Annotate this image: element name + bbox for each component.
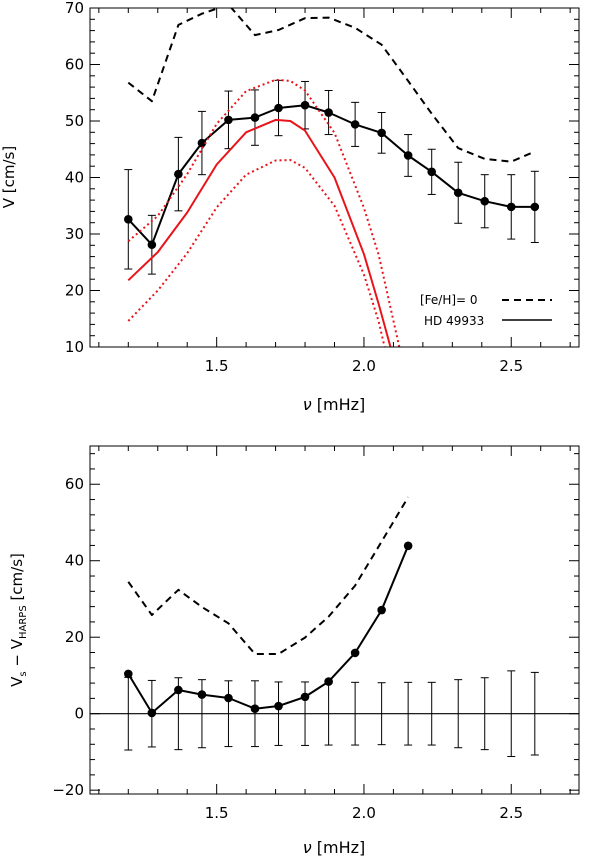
top-series-3-line — [127, 78, 401, 347]
bottom-data-layer — [90, 496, 579, 758]
top-series-0-line — [127, 8, 536, 163]
ylabel-main: V — [8, 676, 26, 687]
top-y-tick-label: 60 — [65, 56, 84, 74]
top-x-tick-label: 2.5 — [499, 357, 523, 375]
top-series-1-point — [250, 113, 260, 122]
top-legend: [Fe/H]= 0 HD 49933 — [420, 293, 552, 328]
top-series-1-point — [224, 115, 233, 125]
top-series-1-point — [324, 108, 333, 117]
top-y-tick-label: 40 — [65, 169, 84, 187]
top-x-tick-label: 2.0 — [352, 357, 376, 375]
top-data-layer — [123, 8, 540, 347]
bottom-x-axis-symbol: ν — [303, 838, 312, 857]
top-series-1-point — [480, 196, 490, 206]
bottom-y-tick-label: 20 — [65, 628, 84, 646]
top-series-1-point — [530, 202, 540, 212]
top-series-4-line — [127, 159, 386, 347]
bottom-y-tick-label: 40 — [65, 552, 84, 570]
bottom-x-axis-unit: [mHz] — [317, 838, 366, 857]
bottom-x-tick-label: 2.0 — [352, 804, 376, 822]
top-series-1-point — [300, 100, 310, 110]
bottom-plot-frame — [89, 445, 580, 795]
top-series-1-point — [506, 202, 516, 212]
ylabel-mid: − V — [8, 638, 26, 671]
top-series-1-line — [127, 104, 535, 246]
top-y-tick-label: 10 — [65, 338, 84, 356]
top-series-1-point — [197, 138, 207, 148]
bottom-x-tick-label: 2.5 — [499, 804, 523, 822]
bottom-x-axis-label: ν [mHz] — [303, 838, 366, 857]
bottom-series-1-point — [350, 648, 360, 658]
top-axes: 1.5 2.0 2.5 10 20 30 40 50 60 70 — [65, 0, 579, 375]
top-series-1-point — [123, 215, 133, 224]
bottom-x-tick-label: 1.5 — [205, 804, 229, 822]
top-x-axis-label: ν [mHz] — [303, 395, 366, 414]
bottom-y-tick-label: 60 — [65, 475, 84, 493]
top-x-tick-label: 1.5 — [205, 357, 229, 375]
bottom-series-1-point — [403, 541, 413, 551]
top-series-1-point — [377, 128, 386, 138]
top-x-axis-symbol: ν — [303, 395, 312, 414]
top-series-1-point — [274, 103, 283, 113]
top-x-axis-unit: [mHz] — [317, 395, 366, 414]
top-y-axis-label: V [cm/s] — [0, 146, 18, 208]
top-series-1-point — [350, 120, 360, 129]
bottom-series-1-point — [377, 605, 386, 615]
top-series-2-line — [127, 118, 392, 347]
bottom-y-axis-label: Vs − VHARPS [cm/s] — [8, 553, 29, 687]
ylabel-unit: [cm/s] — [8, 553, 26, 605]
top-y-tick-label: 70 — [65, 0, 84, 17]
top-y-tick-label: 30 — [65, 225, 84, 243]
top-series-1-point — [147, 240, 157, 250]
top-panel: 1.5 2.0 2.5 10 20 30 40 50 60 70 [Fe/H]= 0 HD 499… — [0, 0, 580, 414]
top-series-1-point — [453, 188, 463, 198]
bottom-panel: 1.5 2.0 2.5 −20 0 20 40 60 Vs − VHARPS [cm/s] ν… — [8, 445, 580, 857]
bottom-series-1-point — [324, 677, 333, 686]
ylabel-sub-harps: HARPS — [18, 605, 29, 639]
top-y-tick-label: 50 — [65, 112, 84, 130]
bottom-y-tick-label: −20 — [52, 781, 84, 799]
bottom-axes: 1.5 2.0 2.5 −20 0 20 40 60 — [52, 446, 579, 822]
top-y-tick-label: 20 — [65, 282, 84, 300]
top-series-1-point — [174, 169, 183, 179]
ylabel-sub-s: s — [18, 671, 29, 676]
bottom-series-1-line — [127, 545, 410, 714]
top-series-1-point — [427, 167, 437, 177]
bottom-series-1-point — [123, 669, 133, 679]
bottom-series-0-line — [127, 496, 409, 655]
top-series-1-point — [403, 151, 413, 160]
legend-label-hd49933: HD 49933 — [424, 314, 484, 328]
bottom-y-tick-label: 0 — [74, 705, 84, 723]
legend-label-feh: [Fe/H]= 0 — [420, 293, 478, 307]
top-plot-frame — [89, 7, 580, 348]
